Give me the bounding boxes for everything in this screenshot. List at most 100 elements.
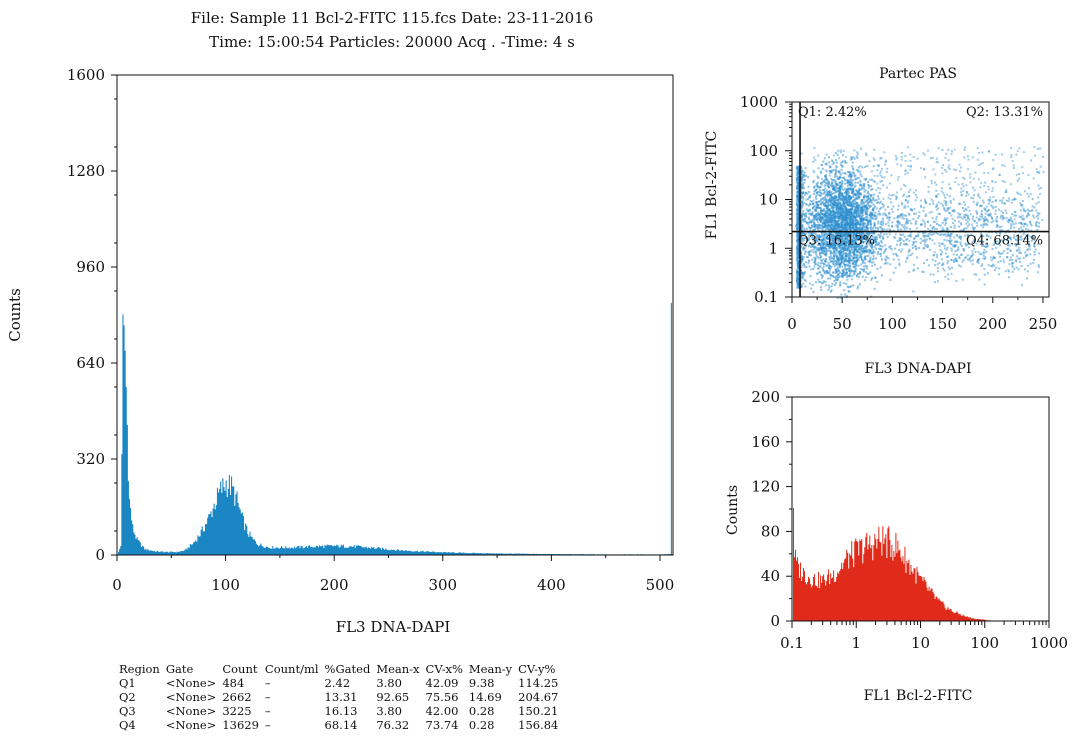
scatter-point — [973, 194, 976, 197]
scatter-point — [1021, 166, 1024, 169]
scatter-point — [802, 184, 804, 187]
scatter-point — [815, 281, 818, 284]
scatter-point — [858, 251, 861, 254]
scatter-point — [975, 221, 978, 224]
scatter-point — [814, 247, 816, 250]
scatter-point — [805, 256, 808, 258]
scatter-point — [948, 183, 951, 186]
scatter-point — [848, 200, 851, 203]
scatter-point — [1026, 277, 1028, 280]
scatter-point — [857, 251, 860, 253]
scatter-point — [846, 228, 849, 231]
scatter-point — [831, 218, 834, 221]
scatter-point — [903, 228, 906, 231]
scatter-point — [845, 282, 848, 285]
scatter-point — [863, 219, 866, 221]
scatter-point — [828, 272, 831, 274]
scatter-point — [843, 212, 846, 215]
scatter-point — [938, 242, 941, 245]
scatter-point — [1007, 247, 1010, 250]
scatter-point — [849, 249, 852, 252]
scatter-point — [946, 228, 948, 231]
scatter-point — [872, 252, 875, 254]
scatter-point — [1002, 216, 1005, 219]
scatter-point — [857, 227, 860, 230]
scatter-point — [856, 153, 859, 156]
scatter-point — [850, 218, 853, 221]
scatter-point — [804, 237, 807, 240]
scatter-point — [848, 181, 851, 184]
scatter-point — [854, 237, 857, 240]
scatter-point — [864, 213, 867, 215]
scatter-point — [832, 275, 835, 278]
scatter-point — [941, 221, 944, 224]
scatter-point — [899, 228, 902, 231]
scatter-point — [833, 225, 836, 228]
scatter-point — [919, 241, 922, 244]
scatter-point — [950, 150, 953, 153]
scatter-point — [816, 175, 819, 178]
scatter-point — [959, 243, 962, 246]
scatter-point — [819, 253, 822, 256]
scatter-point — [1036, 228, 1039, 231]
scatter-point — [1021, 204, 1024, 207]
scatter-point — [880, 170, 882, 173]
scatter-point — [866, 224, 868, 227]
scatter-point — [834, 196, 837, 199]
scatter-point — [900, 214, 902, 217]
scatter-point — [865, 206, 868, 209]
scatter-point — [838, 187, 841, 190]
scatter-point — [855, 221, 858, 224]
scatter-point — [825, 248, 827, 250]
scatter-point — [844, 218, 847, 221]
scatter-point — [909, 254, 912, 257]
scatter-point — [825, 237, 828, 240]
scatter-point — [839, 218, 842, 221]
scatter-point — [828, 219, 831, 221]
scatter-point — [975, 216, 978, 219]
scatter-point — [874, 257, 877, 260]
scatter-point — [812, 225, 815, 228]
scatter-point — [1001, 179, 1004, 182]
scatter-point — [935, 196, 938, 199]
scatter-point — [929, 238, 932, 241]
scatter-point — [940, 229, 943, 232]
scatter-point — [846, 285, 849, 288]
scatter-point — [820, 273, 823, 276]
scatter-point — [803, 219, 806, 222]
scatter-point — [870, 228, 872, 231]
scatter-point — [1022, 232, 1025, 235]
scatter-point — [835, 252, 838, 255]
scatter-point — [945, 239, 948, 242]
scatter-point — [1031, 236, 1034, 239]
scatter-point — [984, 216, 987, 219]
scatter-point — [851, 190, 854, 193]
scatter-point — [841, 222, 844, 225]
scatter-point — [864, 200, 867, 203]
scatter-point — [867, 234, 870, 237]
scatter-point — [841, 248, 844, 251]
scatter-point — [944, 169, 947, 171]
scatter-point — [800, 252, 802, 255]
scatter-point — [914, 221, 917, 224]
scatter-point — [944, 156, 947, 159]
scatter-point — [815, 205, 818, 208]
scatter-point — [836, 223, 839, 226]
scatter-point — [853, 185, 856, 188]
scatter-point — [811, 219, 814, 222]
scatter-point — [833, 265, 836, 268]
scatter-point — [897, 258, 900, 261]
scatter-point — [828, 249, 831, 252]
scatter-point — [843, 246, 846, 249]
scatter-point — [857, 258, 860, 261]
scatter-point — [822, 218, 825, 220]
scatter-point — [830, 242, 833, 244]
scatter-point — [854, 222, 857, 225]
scatter-point — [831, 197, 834, 200]
scatter-point — [947, 266, 950, 269]
scatter-point — [810, 254, 813, 257]
scatter-point — [828, 186, 831, 189]
scatter-point — [848, 257, 851, 259]
scatter-point — [809, 275, 812, 278]
scatter-point — [850, 234, 853, 237]
